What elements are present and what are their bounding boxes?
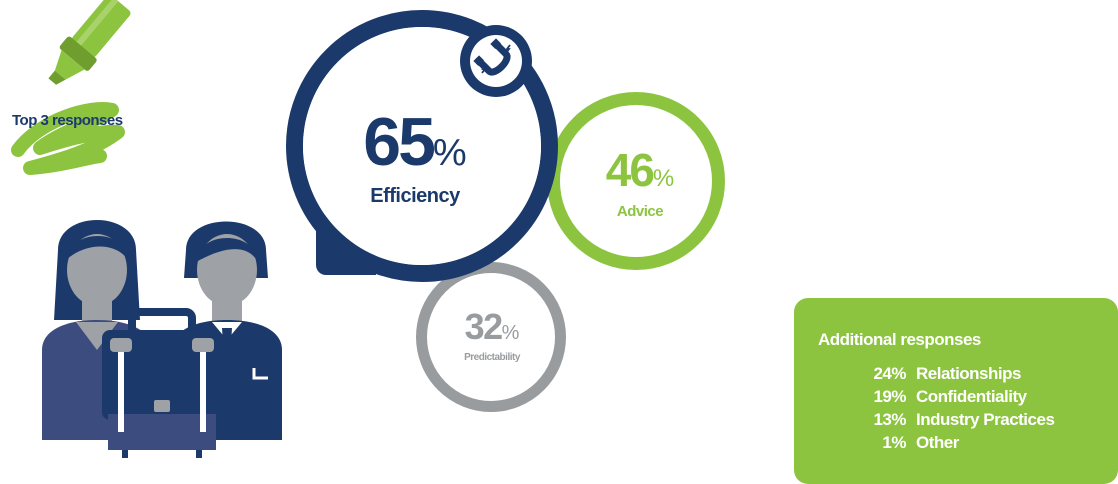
advice-label: Advice [616, 203, 664, 220]
response-label: Confidentiality [916, 386, 1027, 406]
magnet-icon [473, 38, 511, 76]
efficiency-value: 65 [363, 104, 436, 180]
predictability-stat: 32% Predictability [436, 306, 548, 364]
efficiency-stat: 65% Efficiency [340, 108, 490, 208]
list-item: 1% Other [818, 431, 1118, 454]
efficiency-unit: % [432, 132, 467, 174]
response-percent: 24% [873, 363, 906, 383]
list-item: 24% Relationships [818, 362, 1118, 385]
predictability-value: 32 [464, 306, 504, 347]
people-illustration [42, 220, 282, 458]
predictability-ring [416, 262, 566, 412]
response-label: Other [916, 432, 959, 452]
advice-unit: % [652, 165, 675, 192]
advice-stat: 46% Advice [590, 146, 690, 220]
additional-responses-panel [794, 298, 1118, 484]
response-label: Relationships [916, 363, 1021, 383]
advice-value: 46 [605, 144, 655, 196]
top-responses-label: Top 3 responses [12, 112, 123, 129]
response-percent: 13% [873, 409, 906, 429]
efficiency-label: Efficiency [370, 185, 460, 207]
additional-responses-list: 24% Relationships 19% Confidentiality 13% I… [818, 362, 1118, 454]
predictability-unit: % [501, 322, 520, 344]
response-percent: 19% [873, 386, 906, 406]
additional-responses-title: Additional responses [818, 330, 981, 349]
list-item: 13% Industry Practices [818, 408, 1118, 431]
highlighter-icon [11, 0, 131, 175]
response-percent: 1% [882, 432, 906, 452]
predictability-label: Predictability [464, 352, 520, 363]
briefcase-icon [102, 308, 222, 458]
response-label: Industry Practices [916, 409, 1055, 429]
list-item: 19% Confidentiality [818, 385, 1118, 408]
